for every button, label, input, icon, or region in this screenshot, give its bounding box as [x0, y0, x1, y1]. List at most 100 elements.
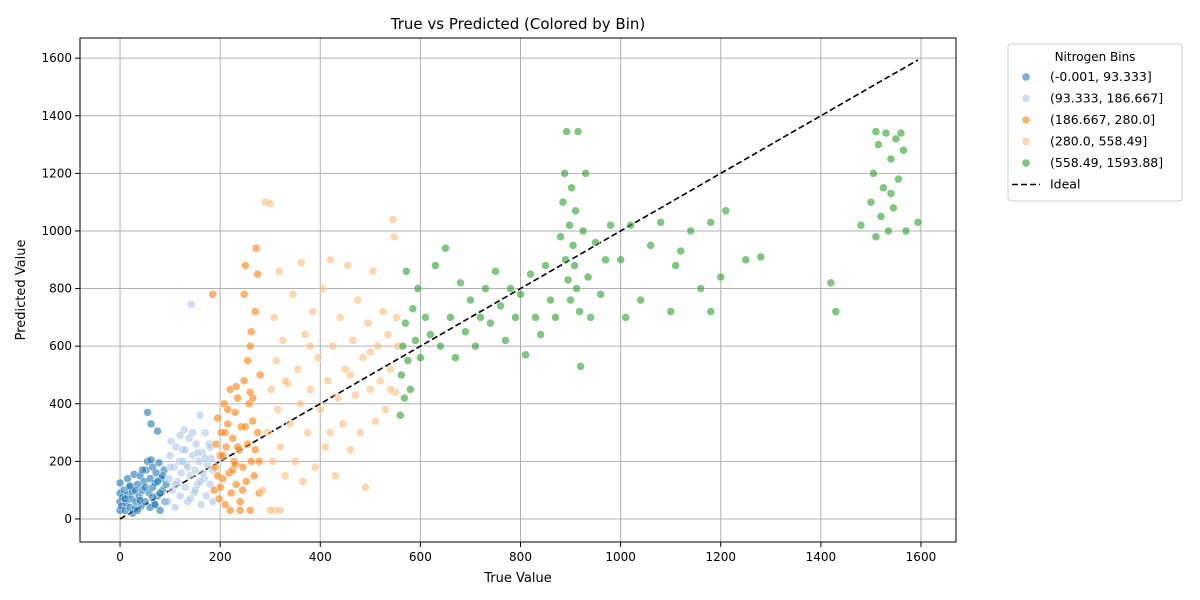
- data-point: [205, 480, 215, 489]
- data-point: [541, 261, 550, 270]
- data-point: [621, 313, 630, 322]
- data-point: [195, 411, 205, 420]
- data-point: [476, 313, 485, 322]
- x-tick-label: 0: [116, 550, 124, 564]
- data-point: [176, 468, 186, 478]
- data-point: [572, 284, 581, 293]
- data-point: [165, 462, 175, 472]
- data-point: [441, 243, 450, 253]
- legend-marker: [1021, 158, 1031, 168]
- data-point: [213, 471, 222, 481]
- data-point: [153, 426, 162, 436]
- data-point: [306, 385, 315, 394]
- data-point: [265, 506, 275, 515]
- data-point: [208, 290, 217, 299]
- data-point: [273, 405, 282, 414]
- data-point: [403, 356, 413, 365]
- data-point: [461, 327, 470, 337]
- y-tick-label: 400: [49, 397, 72, 411]
- legend-marker: [1021, 115, 1031, 125]
- data-point: [666, 307, 675, 316]
- data-point: [243, 439, 252, 449]
- y-axis-ticks: 0 200 400 600 800 1000 1200 1400 1600: [41, 51, 80, 526]
- series-4: [396, 127, 923, 420]
- data-point: [871, 232, 881, 241]
- data-point: [886, 154, 896, 164]
- data-point: [313, 353, 323, 362]
- data-point: [358, 353, 368, 362]
- y-tick-label: 1000: [41, 224, 72, 238]
- data-point: [346, 445, 355, 455]
- data-point: [231, 382, 241, 391]
- data-point: [178, 457, 187, 466]
- data-point: [143, 408, 152, 417]
- x-tick-label: 400: [309, 550, 332, 564]
- data-point: [200, 454, 210, 463]
- data-point: [566, 295, 575, 305]
- data-point: [531, 313, 540, 322]
- data-point: [481, 284, 490, 293]
- data-point: [506, 284, 515, 293]
- data-point: [120, 494, 130, 504]
- legend-label: (-0.001, 93.333]: [1050, 69, 1152, 84]
- data-point: [601, 255, 610, 265]
- data-point: [381, 405, 390, 414]
- data-point: [231, 480, 241, 489]
- data-point: [245, 341, 255, 351]
- data-point: [186, 300, 196, 309]
- x-tick-label: 1000: [605, 550, 636, 564]
- data-point: [193, 448, 202, 457]
- data-point: [241, 477, 251, 486]
- data-point: [521, 350, 530, 360]
- data-point: [140, 483, 150, 492]
- legend-marker: [1021, 72, 1031, 82]
- data-point: [343, 261, 353, 270]
- y-tick-label: 1200: [41, 166, 72, 180]
- data-point: [413, 284, 423, 293]
- data-point: [275, 506, 285, 515]
- data-point: [290, 457, 300, 466]
- data-point: [706, 307, 715, 316]
- plot-frame: [79, 37, 957, 543]
- data-point: [386, 385, 395, 394]
- data-point: [125, 481, 135, 491]
- data-point: [246, 457, 256, 466]
- data-point: [363, 318, 373, 328]
- data-point: [568, 241, 578, 250]
- data-point: [211, 439, 221, 449]
- data-point: [133, 506, 142, 515]
- series-3: [258, 197, 403, 515]
- data-point: [308, 307, 318, 316]
- data-point: [402, 267, 411, 276]
- data-point: [233, 442, 242, 452]
- data-point: [563, 275, 573, 285]
- data-point: [356, 428, 365, 437]
- data-point: [716, 272, 725, 282]
- data-point: [406, 385, 415, 394]
- data-point: [123, 474, 132, 483]
- data-point: [388, 215, 398, 224]
- data-point: [250, 445, 260, 455]
- data-point: [884, 226, 893, 236]
- data-point: [901, 226, 911, 236]
- data-point: [201, 491, 211, 501]
- data-point: [183, 462, 192, 472]
- data-point: [275, 442, 285, 452]
- data-point: [265, 199, 275, 208]
- data-point: [220, 428, 230, 437]
- data-point: [361, 483, 370, 492]
- data-point: [526, 269, 535, 279]
- ideal-line: [119, 59, 919, 520]
- data-point: [536, 330, 545, 339]
- data-point: [200, 428, 210, 437]
- data-point: [586, 313, 595, 322]
- data-point: [366, 385, 375, 394]
- data-point: [233, 393, 242, 403]
- data-point: [253, 428, 262, 437]
- data-point: [451, 353, 460, 362]
- data-point: [115, 478, 125, 488]
- data-point: [351, 390, 360, 400]
- data-point: [368, 267, 378, 276]
- data-point: [826, 278, 836, 288]
